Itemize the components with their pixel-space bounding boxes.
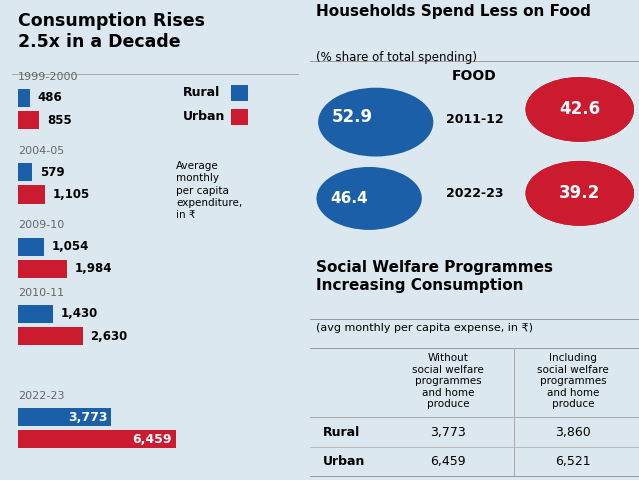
Text: Including
social welfare
programmes
and home
produce: Including social welfare programmes and … (537, 353, 609, 409)
Bar (19, 111, 39, 129)
Bar (19, 408, 111, 426)
Ellipse shape (525, 77, 634, 142)
Ellipse shape (316, 167, 422, 230)
Text: 3,860: 3,860 (555, 426, 591, 439)
Bar (231, 85, 248, 101)
Text: 46.4: 46.4 (330, 191, 368, 206)
Text: Average
monthly
per capita
expenditure,
in ₹: Average monthly per capita expenditure, … (176, 161, 243, 220)
Text: 52.9: 52.9 (332, 108, 373, 126)
Text: Rural: Rural (183, 86, 220, 99)
Text: 3,773: 3,773 (430, 426, 466, 439)
Text: Urban: Urban (183, 110, 225, 123)
Bar (19, 185, 45, 204)
Text: Rural: Rural (323, 426, 360, 439)
Text: Without
social welfare
programmes
and home
produce: Without social welfare programmes and ho… (412, 353, 484, 409)
Text: 1,105: 1,105 (53, 188, 90, 201)
Text: 579: 579 (40, 166, 65, 179)
Bar (19, 238, 44, 256)
Text: 6,459: 6,459 (132, 432, 172, 446)
Text: 2022-23: 2022-23 (446, 187, 503, 200)
Text: 486: 486 (38, 91, 63, 105)
Bar (19, 89, 30, 107)
Text: 6,521: 6,521 (555, 455, 591, 468)
Text: 855: 855 (47, 113, 72, 127)
Ellipse shape (525, 160, 635, 227)
Text: 1,430: 1,430 (61, 307, 98, 321)
Text: (% share of total spending): (% share of total spending) (316, 51, 477, 64)
Text: Consumption Rises
2.5x in a Decade: Consumption Rises 2.5x in a Decade (19, 12, 205, 51)
Bar (19, 327, 82, 345)
Text: 1,984: 1,984 (74, 262, 112, 276)
Ellipse shape (525, 77, 634, 142)
Text: 2009-10: 2009-10 (19, 220, 65, 230)
Text: FOOD: FOOD (452, 69, 497, 84)
Ellipse shape (525, 76, 635, 143)
Text: 2010-11: 2010-11 (19, 288, 65, 298)
Bar (19, 163, 33, 181)
Text: (avg monthly per capita expense, in ₹): (avg monthly per capita expense, in ₹) (316, 323, 534, 333)
Text: 42.6: 42.6 (559, 100, 600, 119)
Text: 3,773: 3,773 (68, 410, 108, 424)
Text: 6,459: 6,459 (430, 455, 466, 468)
Text: 2,630: 2,630 (90, 329, 128, 343)
Bar (231, 109, 248, 125)
Text: 2022-23: 2022-23 (19, 391, 65, 401)
Bar (19, 430, 176, 448)
Ellipse shape (318, 88, 433, 156)
Ellipse shape (525, 161, 634, 226)
Bar (19, 260, 67, 278)
Text: 2004-05: 2004-05 (19, 146, 65, 156)
Text: 2011-12: 2011-12 (445, 113, 504, 126)
Text: 39.2: 39.2 (559, 184, 601, 203)
Text: 1999-2000: 1999-2000 (19, 72, 79, 82)
Text: Social Welfare Programmes
Increasing Consumption: Social Welfare Programmes Increasing Con… (316, 260, 553, 293)
Text: 1,054: 1,054 (52, 240, 89, 253)
Ellipse shape (525, 161, 634, 226)
Text: Households Spend Less on Food: Households Spend Less on Food (316, 4, 591, 19)
Text: Urban: Urban (323, 455, 366, 468)
Bar (19, 305, 53, 323)
